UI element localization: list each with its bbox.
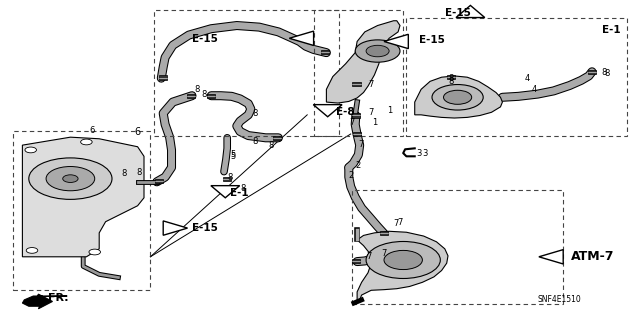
- Circle shape: [366, 45, 389, 57]
- Text: 4: 4: [531, 85, 536, 94]
- Circle shape: [355, 40, 400, 62]
- Bar: [588, 70, 596, 74]
- Text: 8: 8: [194, 85, 199, 94]
- Text: E-15: E-15: [192, 223, 218, 233]
- Text: 8: 8: [605, 69, 610, 78]
- Text: 7: 7: [349, 118, 354, 127]
- Bar: [406, 18, 627, 136]
- Bar: [380, 231, 388, 235]
- Text: 8: 8: [240, 184, 245, 193]
- Text: 3: 3: [422, 149, 428, 158]
- Circle shape: [366, 241, 440, 278]
- Text: E-15: E-15: [192, 34, 218, 44]
- Text: 3: 3: [416, 149, 421, 158]
- Circle shape: [63, 175, 78, 182]
- Bar: [352, 113, 360, 117]
- Text: 2: 2: [349, 171, 354, 180]
- Bar: [223, 177, 232, 181]
- Polygon shape: [326, 21, 400, 103]
- Text: 8: 8: [227, 173, 232, 182]
- Text: 8: 8: [269, 141, 274, 150]
- Text: 5: 5: [230, 152, 236, 161]
- Polygon shape: [22, 294, 67, 309]
- Bar: [352, 259, 360, 263]
- Polygon shape: [456, 5, 485, 18]
- Polygon shape: [357, 231, 448, 300]
- Bar: [353, 132, 362, 136]
- Text: E-1: E-1: [602, 25, 620, 35]
- Circle shape: [89, 249, 100, 255]
- Bar: [154, 10, 339, 136]
- Bar: [13, 131, 150, 290]
- Text: 7: 7: [381, 249, 386, 258]
- Text: 8: 8: [122, 169, 127, 178]
- Text: 8: 8: [253, 137, 258, 146]
- Polygon shape: [211, 186, 240, 198]
- Text: 7: 7: [358, 140, 364, 149]
- Text: 4: 4: [525, 74, 530, 83]
- Text: 7: 7: [397, 218, 402, 227]
- Text: 2: 2: [355, 161, 360, 170]
- Polygon shape: [415, 76, 502, 118]
- Text: E-15: E-15: [445, 8, 470, 18]
- Bar: [353, 82, 361, 86]
- Circle shape: [81, 139, 92, 145]
- Bar: [321, 50, 330, 54]
- Text: E-15: E-15: [419, 35, 445, 45]
- Text: E-1: E-1: [230, 188, 249, 198]
- Polygon shape: [314, 105, 342, 117]
- Bar: [352, 190, 563, 304]
- Text: 6: 6: [90, 126, 95, 135]
- Circle shape: [384, 250, 422, 270]
- Circle shape: [432, 85, 483, 110]
- Text: 8: 8: [253, 109, 258, 118]
- Polygon shape: [539, 249, 563, 264]
- Text: 7: 7: [366, 252, 371, 261]
- Text: 5: 5: [230, 150, 236, 159]
- Bar: [155, 179, 163, 183]
- Text: 1: 1: [387, 106, 392, 115]
- Text: FR.: FR.: [48, 293, 68, 303]
- Circle shape: [26, 248, 38, 253]
- Bar: [159, 76, 168, 80]
- Text: 7: 7: [394, 219, 399, 228]
- Circle shape: [25, 147, 36, 153]
- Text: E-8: E-8: [336, 107, 355, 117]
- Polygon shape: [163, 221, 188, 235]
- Polygon shape: [384, 34, 408, 48]
- Bar: [273, 136, 282, 140]
- Text: 8: 8: [448, 74, 453, 83]
- Polygon shape: [22, 137, 144, 257]
- Text: 1: 1: [372, 118, 378, 127]
- Text: SNF4E1510: SNF4E1510: [538, 295, 581, 304]
- Bar: [207, 94, 215, 98]
- Polygon shape: [289, 31, 314, 45]
- Text: 7: 7: [368, 80, 373, 89]
- Bar: [314, 10, 403, 136]
- Text: 8: 8: [602, 68, 607, 77]
- Text: 8: 8: [136, 168, 141, 177]
- Circle shape: [444, 90, 472, 104]
- Text: ATM-7: ATM-7: [571, 250, 614, 263]
- Circle shape: [46, 167, 95, 191]
- Text: 8: 8: [202, 90, 207, 99]
- Text: 7: 7: [368, 108, 373, 117]
- Text: 8: 8: [448, 77, 453, 86]
- Circle shape: [29, 158, 112, 199]
- Bar: [187, 94, 195, 98]
- Text: 6: 6: [134, 127, 141, 137]
- Bar: [447, 75, 456, 79]
